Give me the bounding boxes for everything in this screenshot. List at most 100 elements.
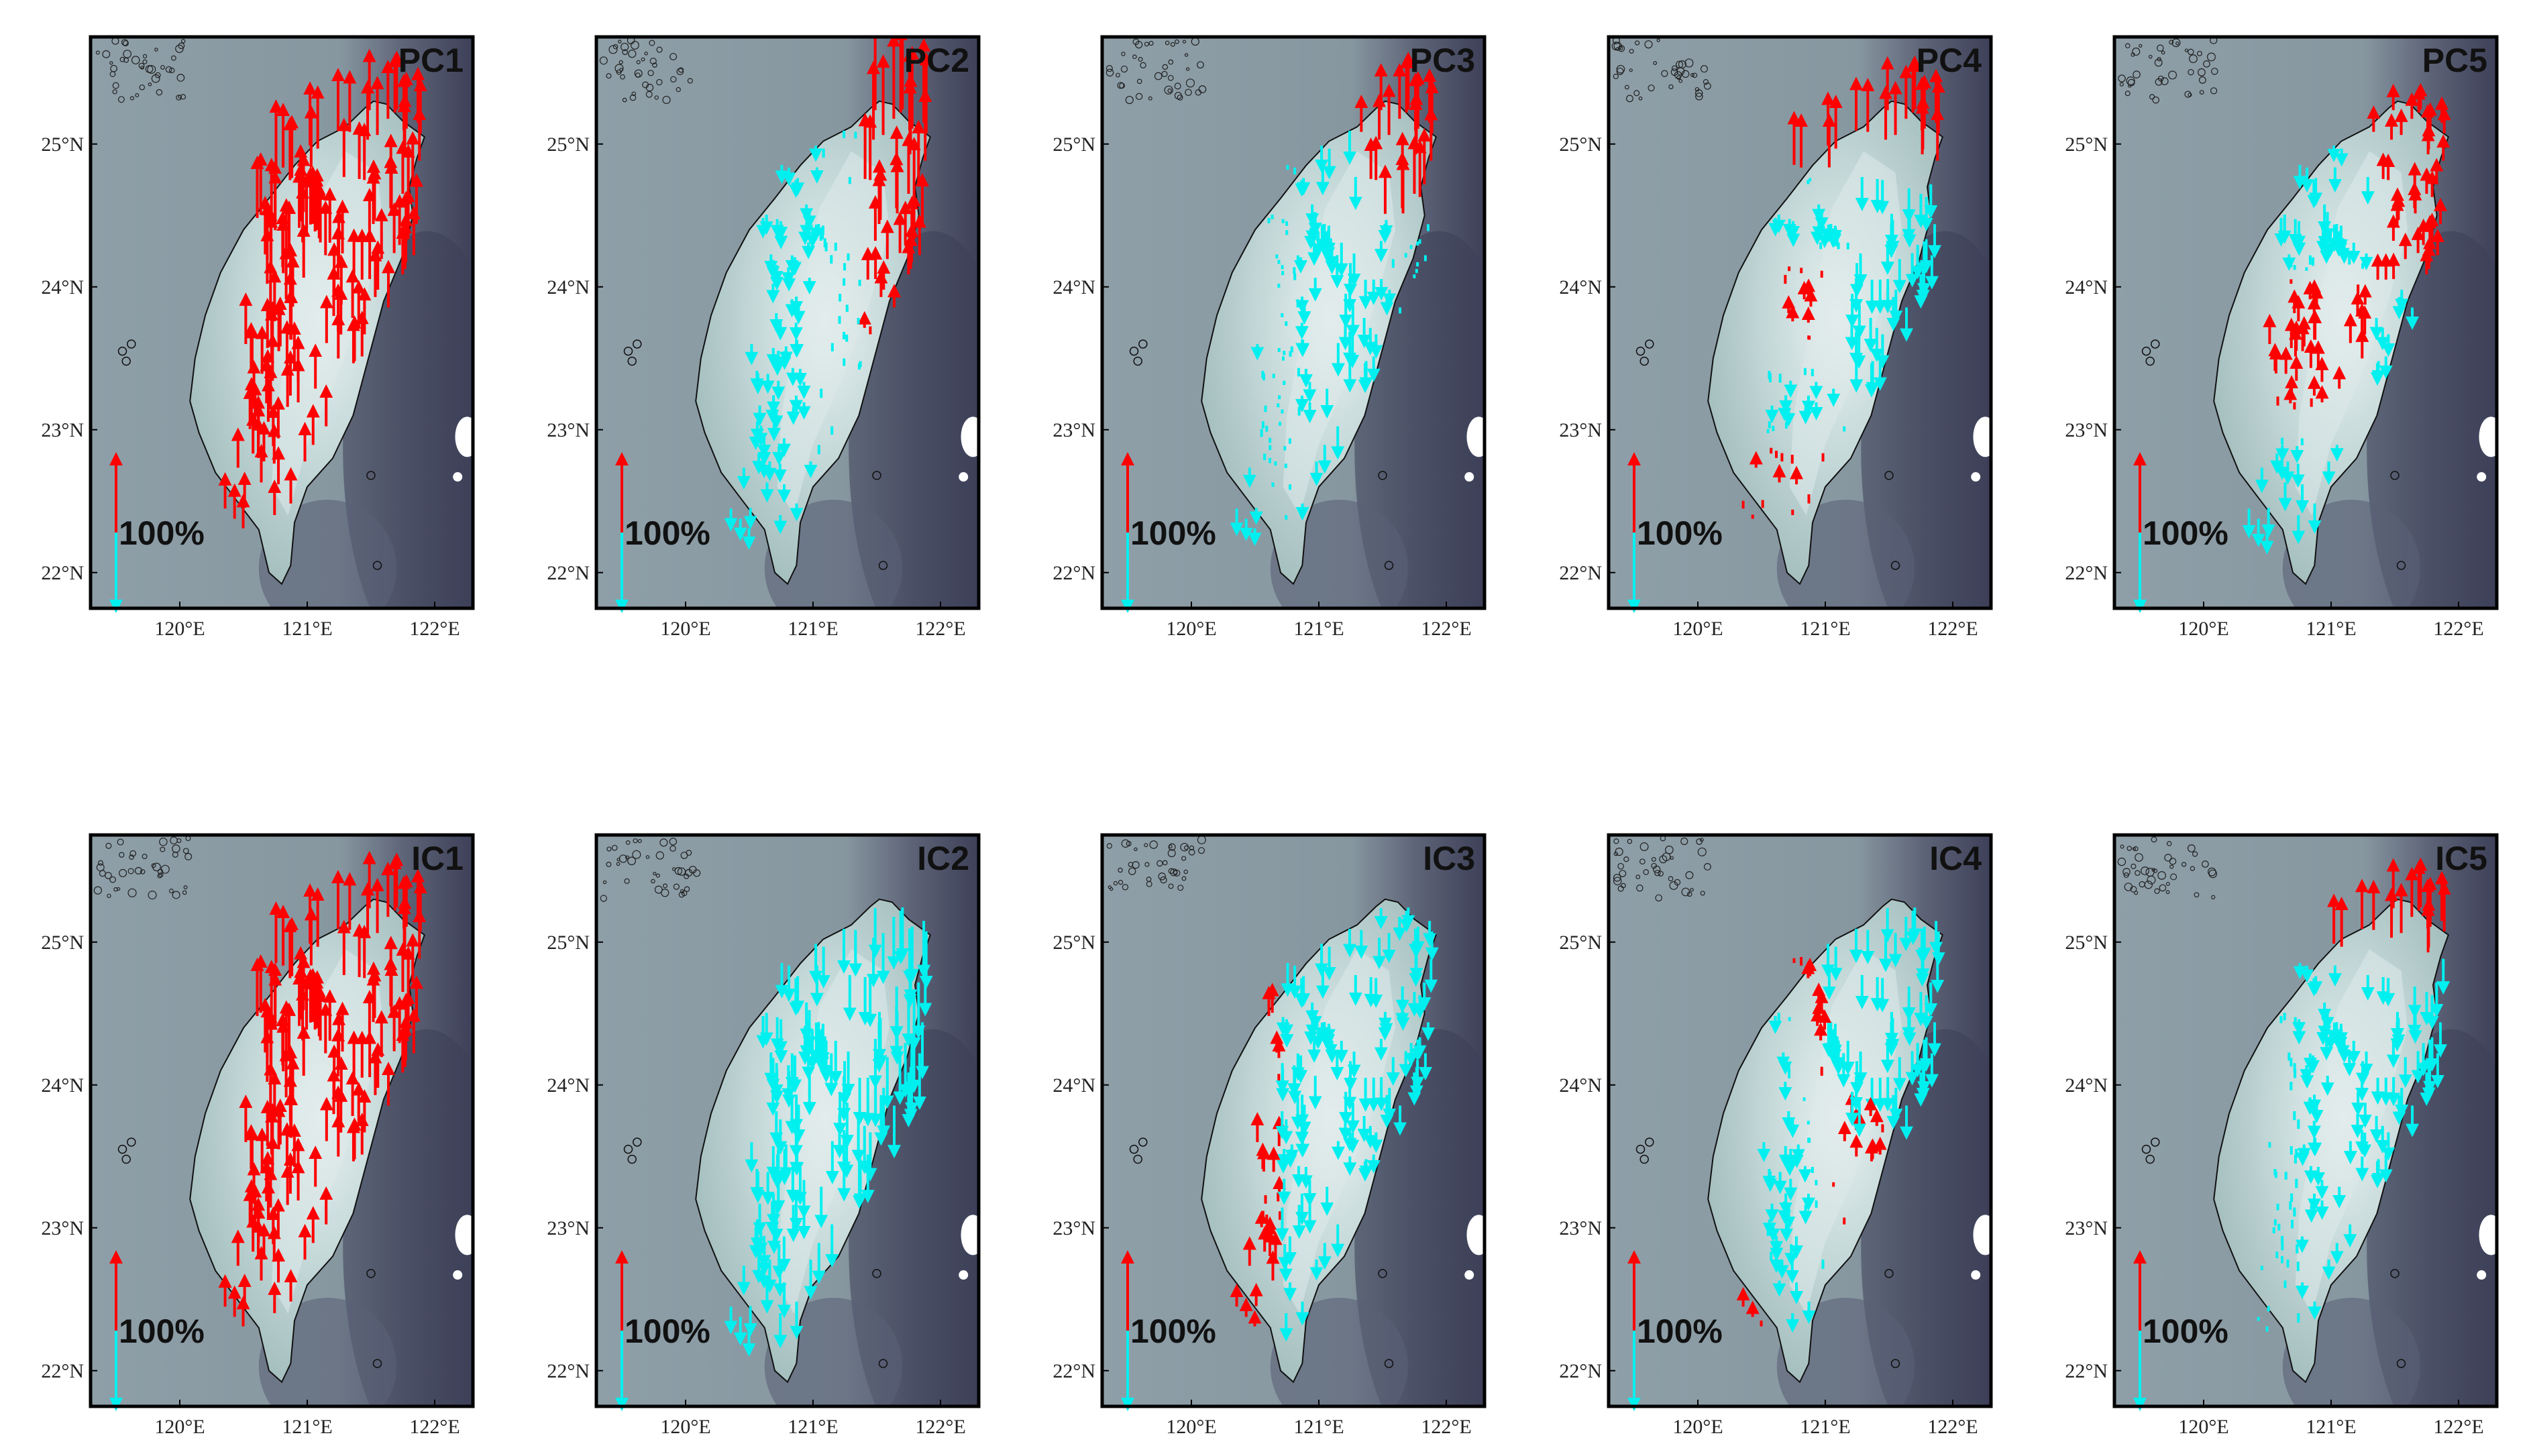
small-island (872, 1269, 881, 1278)
small-island (878, 561, 888, 570)
scale-label: 100% (119, 1312, 205, 1350)
map-panel-ic5: 100% IC5 120°E 121°E 122°E 25°N 24°N 23°N 22°N (2065, 833, 2499, 1438)
y-tick-label: 23°N (2065, 1217, 2108, 1239)
scale-label: 100% (625, 514, 710, 552)
x-tick-label: 122°E (1927, 618, 1978, 640)
map-frame (1607, 35, 1993, 610)
displacement-vectors (218, 850, 427, 1327)
displacement-vectors (1230, 907, 1439, 1342)
island-east (1466, 416, 1485, 457)
x-tick-label: 120°E (2178, 1416, 2228, 1438)
panel-title: PC5 (2422, 42, 2487, 79)
y-tick-label: 25°N (41, 932, 84, 954)
y-tick-label: 25°N (2065, 133, 2108, 156)
map-frame (1607, 833, 1993, 1408)
island-east (1466, 1215, 1485, 1255)
y-tick-label: 24°N (41, 1074, 84, 1097)
mainland-coast (1611, 37, 1711, 103)
small-island (1884, 471, 1894, 480)
y-tick-label: 24°N (547, 276, 590, 298)
x-tick-label: 121°E (282, 1416, 332, 1438)
island-east (961, 416, 979, 457)
small-island (2145, 356, 2155, 366)
x-tick-label: 122°E (409, 1416, 460, 1438)
x-tick-label: 122°E (915, 1416, 965, 1438)
y-tick-label: 22°N (547, 562, 590, 584)
small-island (121, 356, 131, 366)
small-island (1635, 1144, 1646, 1154)
small-island (1645, 339, 1654, 349)
y-tick-label: 24°N (41, 276, 84, 298)
x-tick-label: 122°E (409, 618, 460, 640)
panel-title: PC3 (1410, 42, 1475, 79)
small-island (117, 346, 127, 356)
island-east (2479, 416, 2497, 457)
y-tick-label: 22°N (2065, 562, 2108, 584)
x-tick-label: 122°E (2433, 618, 2483, 640)
displacement-vectors (2242, 82, 2451, 555)
islet-east (959, 1270, 969, 1280)
small-island (2390, 1269, 2400, 1278)
islet-east (2477, 1270, 2487, 1280)
x-tick-label: 120°E (1672, 1416, 1723, 1438)
y-tick-label: 22°N (2065, 1360, 2108, 1382)
y-tick-label: 25°N (547, 133, 590, 156)
islet-east (1971, 472, 1981, 482)
x-tick-label: 120°E (154, 618, 205, 640)
small-island (1635, 346, 1646, 356)
map-panel-pc1: 100% PC1 120°E 121°E 122°E 25°N 24°N 23°N 22°N (41, 35, 475, 640)
map-panel-ic3: 100% IC3 120°E 121°E 122°E 25°N 24°N 23°N 22°N (1053, 833, 1487, 1438)
islet-east (1464, 1270, 1474, 1280)
y-tick-label: 25°N (1053, 932, 1095, 954)
mainland-coast (95, 37, 186, 103)
panel-title: IC5 (2435, 840, 2487, 877)
small-island (1639, 356, 1649, 366)
scale-label: 100% (1130, 1312, 1216, 1350)
displacement-vectors (724, 907, 933, 1357)
island-east (1973, 416, 1991, 457)
y-tick-label: 22°N (41, 1360, 84, 1382)
x-tick-label: 121°E (1293, 1416, 1344, 1438)
y-tick-label: 23°N (1559, 419, 1602, 441)
displacement-vectors (1736, 907, 1945, 1333)
small-island (633, 339, 642, 349)
islet-east (959, 472, 969, 482)
scale-label: 100% (625, 1312, 710, 1350)
small-island (1639, 1154, 1649, 1164)
island-east (455, 416, 473, 457)
y-tick-label: 24°N (1053, 1074, 1095, 1097)
panel-title: PC2 (904, 42, 969, 79)
small-island (633, 1137, 642, 1147)
x-tick-label: 120°E (1672, 618, 1723, 640)
small-island (1133, 356, 1142, 366)
island-east (455, 1215, 473, 1255)
small-island (627, 1154, 637, 1164)
y-tick-label: 23°N (547, 419, 590, 441)
y-tick-label: 24°N (1053, 276, 1095, 298)
small-island (623, 1144, 633, 1154)
x-tick-label: 121°E (1293, 618, 1344, 640)
scale-label: 100% (2143, 1312, 2228, 1350)
small-island (627, 356, 637, 366)
map-frame (1100, 833, 1487, 1408)
small-island (2151, 1137, 2160, 1147)
small-island (1890, 1359, 1900, 1368)
small-island (2141, 1144, 2151, 1154)
small-island (2390, 471, 2400, 480)
mainland-coast (2117, 836, 2218, 899)
island-east (2479, 1215, 2497, 1255)
y-tick-label: 24°N (2065, 276, 2108, 298)
islet-east (453, 1270, 463, 1280)
x-tick-label: 120°E (1166, 1416, 1216, 1438)
islet-east (453, 472, 463, 482)
map-frame (594, 833, 981, 1408)
mainland-coast (1106, 37, 1207, 105)
y-tick-label: 24°N (1559, 276, 1602, 298)
y-tick-label: 23°N (1053, 1217, 1095, 1239)
small-island (2145, 1154, 2155, 1164)
small-island (2396, 561, 2406, 570)
y-tick-label: 23°N (547, 1217, 590, 1239)
mainland-coast (1106, 835, 1206, 891)
small-island (1138, 339, 1148, 349)
map-panel-pc4: 100% PC4 120°E 121°E 122°E 25°N 24°N 23°N 22°N (1559, 35, 1993, 640)
